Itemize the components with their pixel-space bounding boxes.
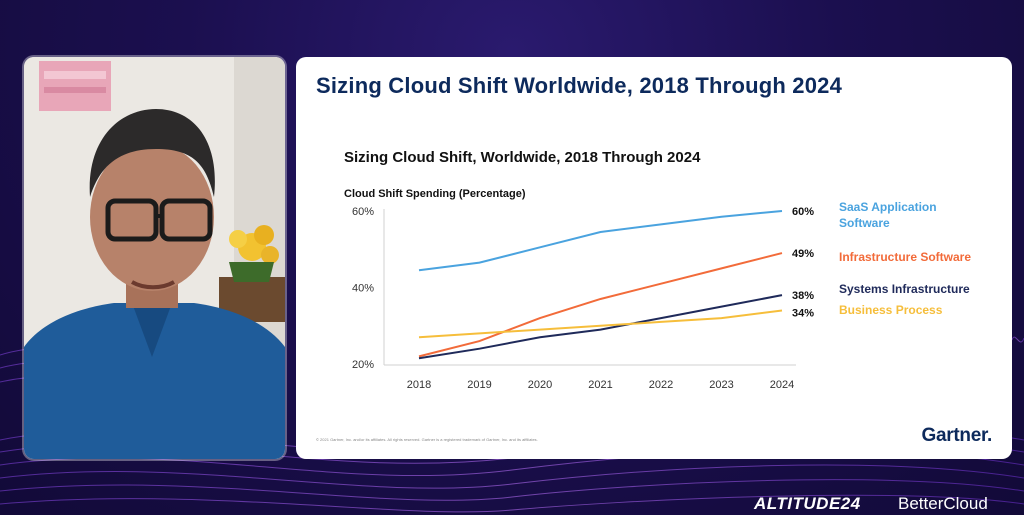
x-tick-label: 2022 bbox=[649, 379, 673, 391]
x-tick-label: 2019 bbox=[467, 379, 491, 391]
chart-title: Sizing Cloud Shift, Worldwide, 2018 Thro… bbox=[344, 149, 701, 166]
series-end-value: 34% bbox=[792, 307, 814, 319]
copyright-note: © 2021 Gartner, Inc. and/or its affiliat… bbox=[316, 437, 538, 442]
x-tick-label: 2020 bbox=[528, 379, 552, 391]
x-tick-label: 2018 bbox=[407, 379, 431, 391]
legend-label: Systems Infrastructure bbox=[839, 282, 970, 296]
legend-label: Infrastructure Software bbox=[839, 250, 971, 264]
gartner-logo: Gartner. bbox=[921, 425, 993, 446]
series-end-value: 60% bbox=[792, 206, 814, 218]
series-line-saas-application-software bbox=[418, 210, 783, 272]
series-line-systems-infrastructure bbox=[418, 294, 783, 360]
x-tick-label: 2021 bbox=[588, 379, 612, 391]
x-tick-label: 2024 bbox=[770, 379, 794, 391]
y-tick-label: 60% bbox=[352, 206, 374, 218]
legend-label: Business Process bbox=[839, 303, 943, 317]
series-end-value: 38% bbox=[792, 290, 814, 302]
slide-title: Sizing Cloud Shift Worldwide, 2018 Throu… bbox=[316, 73, 843, 98]
x-tick-label: 2023 bbox=[709, 379, 733, 391]
series-line-infrastructure-software bbox=[418, 252, 783, 358]
presentation-slide: Sizing Cloud Shift Worldwide, 2018 Throu… bbox=[296, 57, 1012, 459]
series-line-business-process bbox=[418, 309, 783, 339]
series-end-value: 49% bbox=[792, 248, 814, 260]
bettercloud-logo: BetterCloud bbox=[898, 494, 988, 513]
y-tick-label: 40% bbox=[352, 283, 374, 295]
legend-label: SaaS Application bbox=[839, 200, 937, 214]
altitude-event-logo: ALTITUDE24 bbox=[754, 494, 861, 513]
legend-label: Software bbox=[839, 216, 890, 230]
presenter-video-image bbox=[24, 57, 285, 459]
presenter-video bbox=[24, 57, 285, 459]
y-axis-label: Cloud Shift Spending (Percentage) bbox=[344, 188, 526, 200]
cloud-shift-line-chart: Cloud Shift Spending (Percentage) 20% 40%… bbox=[344, 188, 971, 391]
y-tick-label: 20% bbox=[352, 359, 374, 371]
